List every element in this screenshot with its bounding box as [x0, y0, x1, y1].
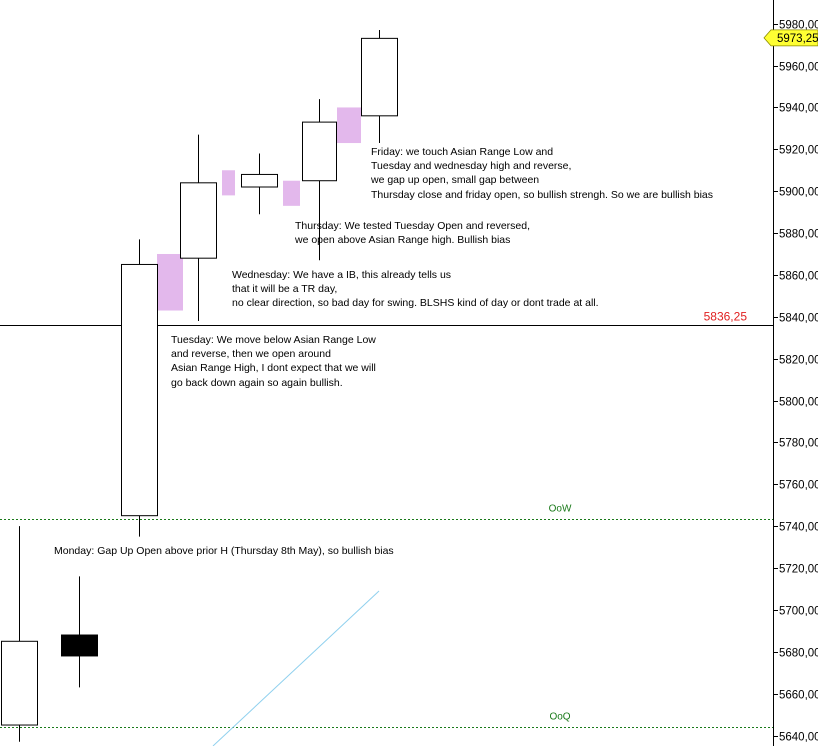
session-box: [337, 107, 361, 144]
session-boxes: [157, 107, 361, 311]
tick-label: 5800,00: [779, 397, 818, 409]
tick-label: 5840,00: [779, 313, 818, 325]
candle: [241, 153, 278, 215]
session-box: [222, 170, 235, 196]
candle: [302, 99, 337, 261]
annotation-line: Tuesday: We move below Asian Range Low: [171, 334, 376, 346]
candle: [121, 239, 158, 537]
candle-body: [61, 634, 98, 657]
price-axis: 5640,00 5660,00 5680,00 5700,00 5720,00 5740,…: [763, 0, 818, 746]
annotation-line: Tuesday and wednesday high and reverse,: [371, 160, 572, 173]
level-label: OoW: [549, 504, 572, 515]
tick-label: 5780,00: [779, 438, 818, 450]
annotation-line: Asian Range High, I dont expect that we …: [171, 362, 376, 375]
candle-body: [121, 263, 158, 517]
annotation-wednesday: Wednesday: We have a IB, this already te…: [232, 268, 599, 311]
tick-label: 5680,00: [779, 648, 818, 660]
candle-body: [302, 121, 337, 182]
tick-label: 5740,00: [779, 522, 818, 534]
candle-body: [361, 37, 398, 117]
candle-body: [180, 182, 217, 259]
annotation-monday: Monday: Gap Up Open above prior H (Thurs…: [54, 544, 394, 558]
level-label: 5836,25: [704, 310, 748, 324]
annotation-line: Monday: Gap Up Open above prior H (Thurs…: [54, 545, 394, 557]
horizontal-levels: 5836,25 OoW OoQ: [0, 310, 773, 728]
trendline: [212, 590, 380, 746]
tick-label: 5880,00: [779, 229, 818, 241]
candle: [180, 134, 217, 321]
candle-body: [1, 640, 38, 726]
candle: [361, 29, 398, 144]
tick-label: 5900,00: [779, 187, 818, 199]
level-label: OoQ: [549, 712, 570, 723]
candle: [61, 576, 98, 688]
tick-label: 5920,00: [779, 145, 818, 157]
annotation-friday: Friday: we touch Asian Range Low and Tue…: [371, 145, 713, 202]
annotation-tuesday: Tuesday: We move below Asian Range Low a…: [171, 333, 376, 390]
annotation-line: Friday: we touch Asian Range Low and: [371, 146, 554, 158]
last-price-marker: [763, 29, 818, 47]
candle: [1, 526, 38, 742]
candles: [1, 29, 398, 742]
session-box: [283, 180, 300, 206]
tick-label: 5860,00: [779, 271, 818, 283]
tick-label: 5660,00: [779, 690, 818, 702]
annotation-line: no clear direction, so bad day for swing…: [232, 297, 599, 310]
trendline-layer: [212, 590, 380, 746]
candle-body: [241, 173, 278, 188]
last-price-label: 5973,25: [777, 33, 818, 45]
session-box: [157, 253, 183, 311]
tick-label: 5960,00: [779, 62, 818, 74]
tick-label: 5640,00: [779, 732, 818, 744]
annotation-line: we gap up open, small gap between: [371, 174, 540, 187]
tick-label: 5940,00: [779, 103, 818, 115]
tick-label: 5820,00: [779, 355, 818, 367]
tick-label: 5760,00: [779, 480, 818, 492]
annotation-thursday: Thursday: We tested Tuesday Open and rev…: [295, 219, 530, 247]
tick-label: 5980,00: [779, 20, 818, 32]
annotation-line: and reverse, then we open around: [171, 348, 331, 361]
annotation-line: Wednesday: We have a IB, this already te…: [232, 269, 452, 281]
annotation-line: Thursday close and friday open, so bulli…: [371, 188, 714, 201]
annotation-line: go back down again so again bullish.: [171, 376, 343, 389]
annotation-line: that it will be a TR day,: [232, 283, 338, 296]
annotation-line: we open above Asian Range high. Bullish …: [295, 234, 511, 247]
tick-label: 5700,00: [779, 606, 818, 618]
tick-label: 5720,00: [779, 564, 818, 576]
annotation-line: Thursday: We tested Tuesday Open and rev…: [295, 220, 531, 232]
